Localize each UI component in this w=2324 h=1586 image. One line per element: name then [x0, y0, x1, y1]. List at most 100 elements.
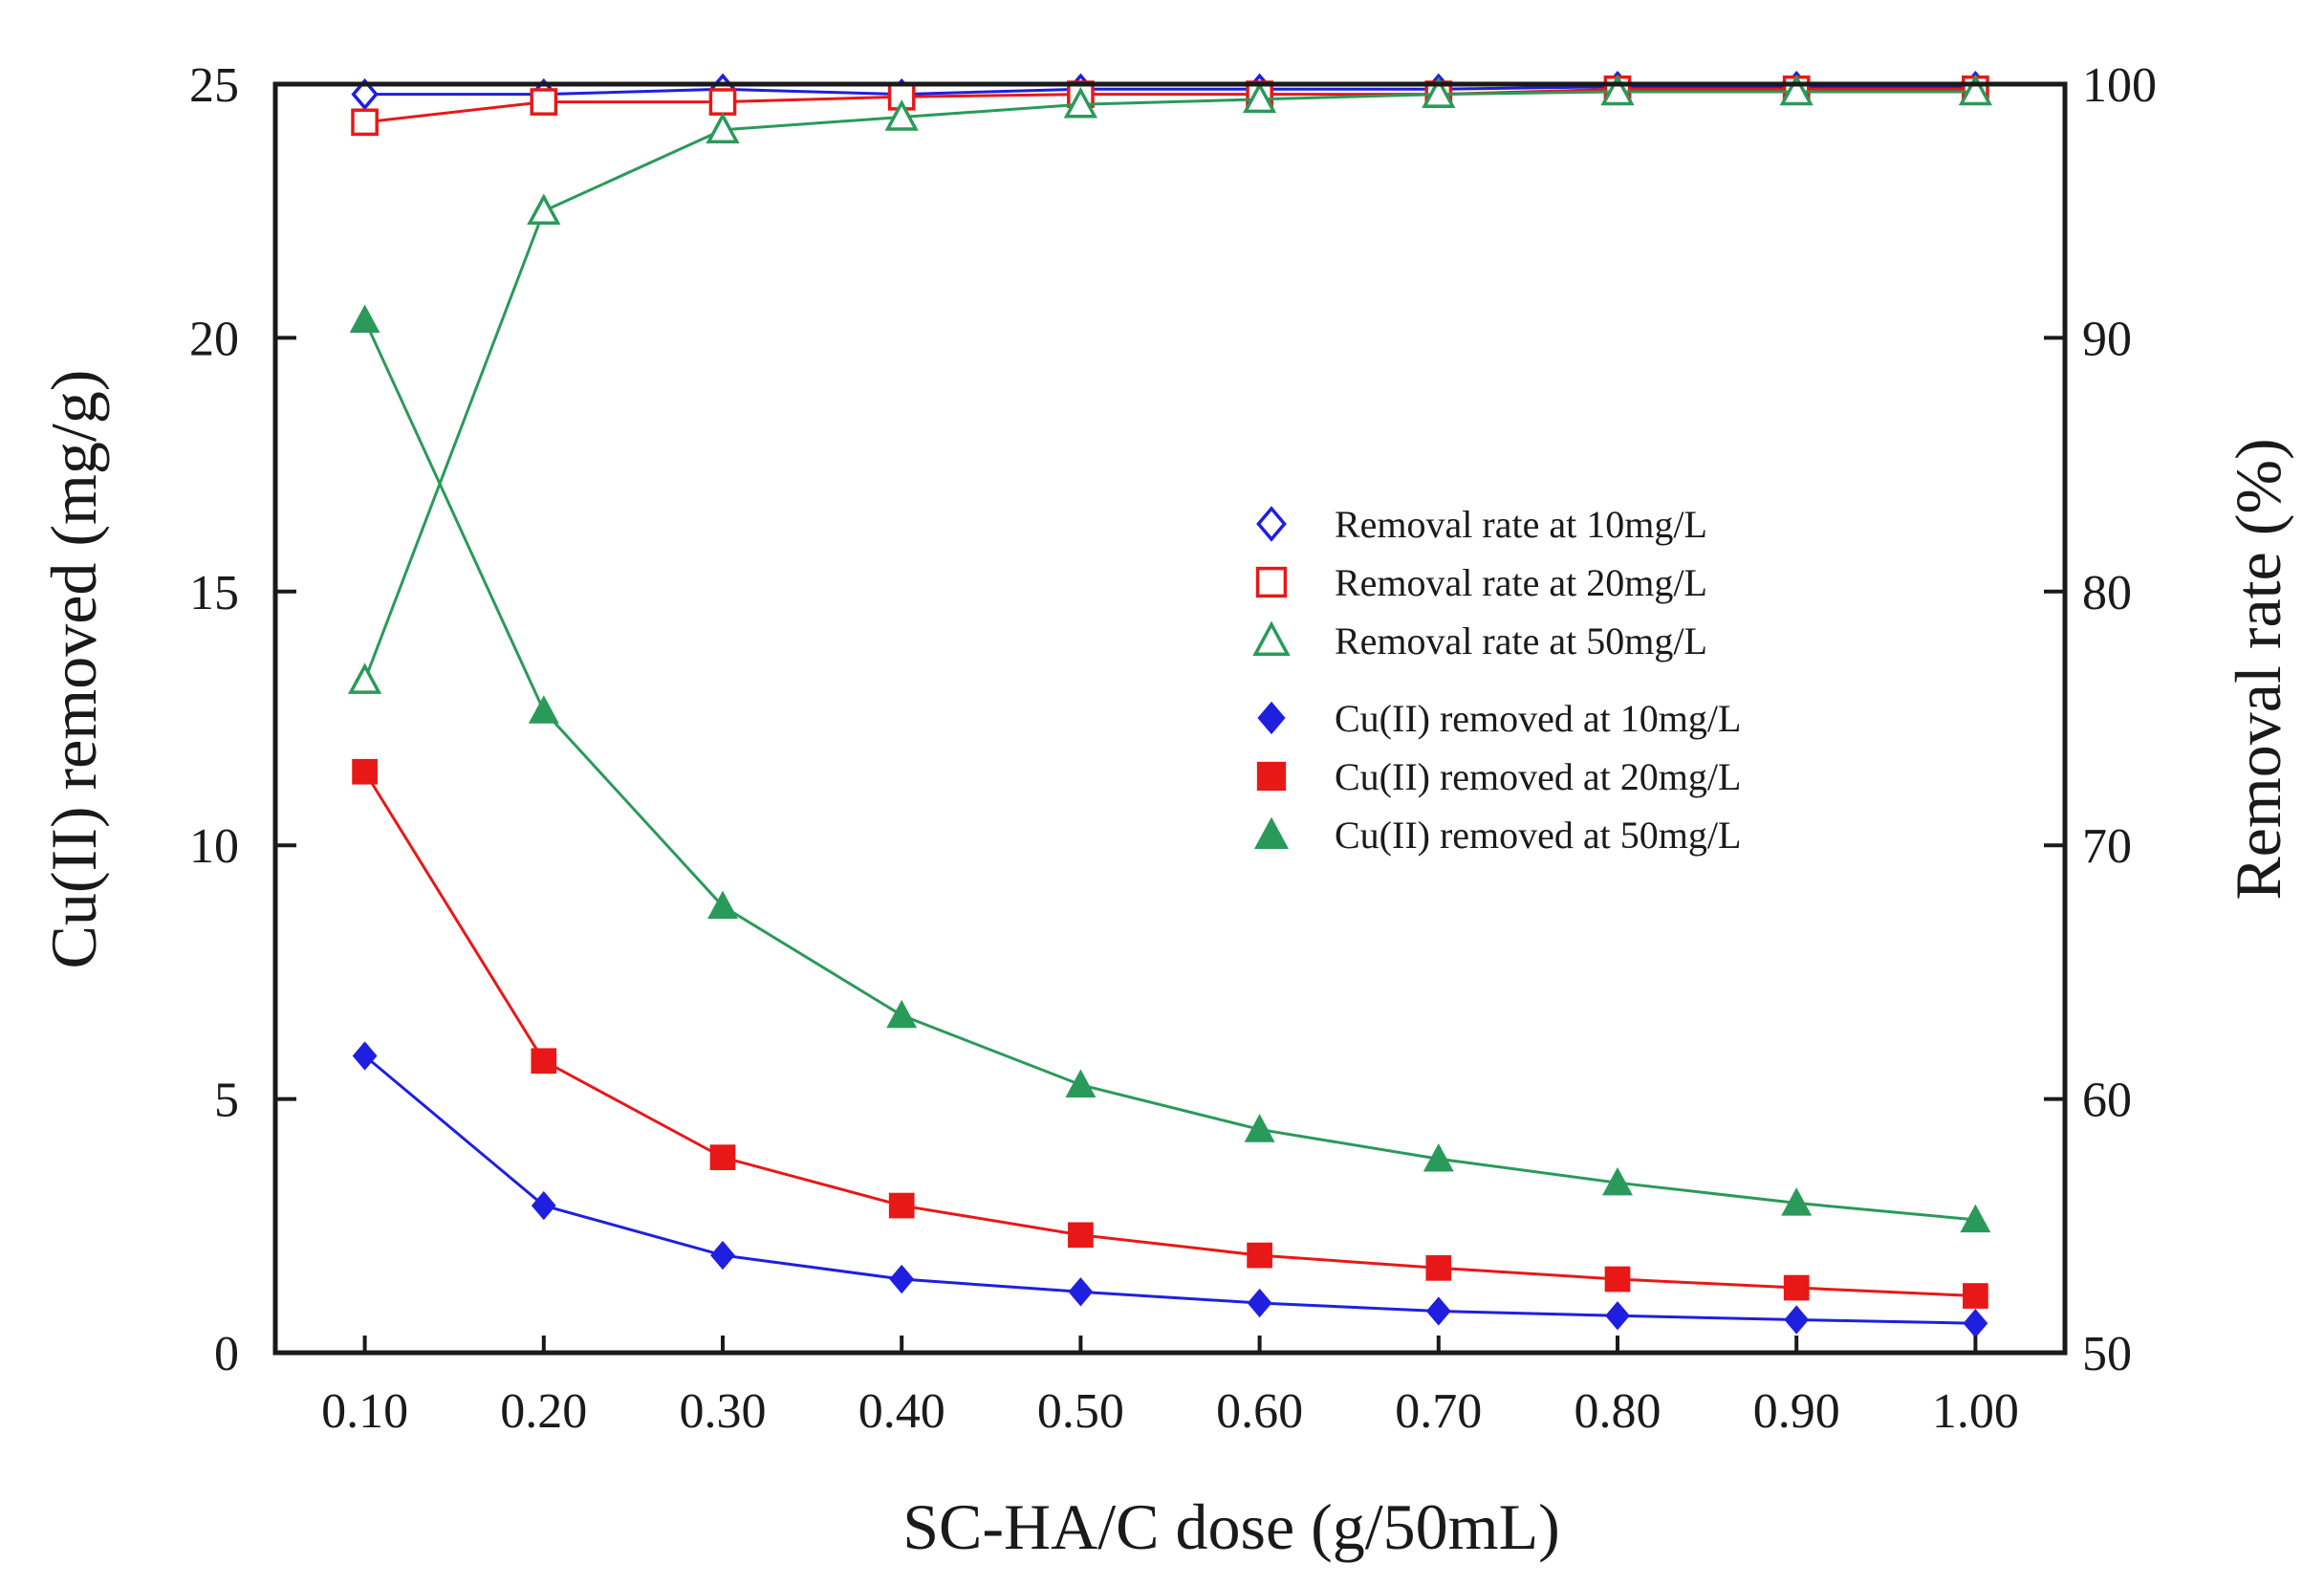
series-line	[363, 771, 1976, 1298]
data-point	[886, 999, 918, 1029]
legend-entry: Cu(II) removed at 50mg/L	[1253, 814, 1741, 857]
data-point	[1068, 1277, 1094, 1307]
data-point	[707, 890, 738, 920]
data-point	[710, 1240, 735, 1271]
data-point	[530, 88, 558, 116]
data-point	[1779, 74, 1814, 106]
legend-entry: Removal rate at 50mg/L	[1252, 619, 1707, 663]
data-point	[1244, 1114, 1275, 1142]
data-point	[1605, 1301, 1630, 1331]
legend-marker	[1252, 620, 1291, 657]
legend-entry: Removal rate at 10mg/L	[1256, 503, 1707, 546]
data-point	[1422, 76, 1456, 108]
series-line	[363, 1054, 1976, 1325]
legend-marker	[1253, 816, 1290, 850]
x-tick-label: 1.00	[1932, 1384, 2019, 1439]
legend-label: Cu(II) removed at 10mg/L	[1335, 697, 1741, 740]
data-point	[1068, 1222, 1094, 1249]
legend-label: Removal rate at 10mg/L	[1335, 503, 1707, 546]
legend-entry: Cu(II) removed at 10mg/L	[1257, 697, 1741, 740]
x-tick-label: 0.60	[1216, 1384, 1303, 1439]
data-point	[1784, 1305, 1810, 1335]
data-point	[706, 112, 740, 144]
data-point	[531, 1048, 557, 1075]
x-tick-label: 0.80	[1575, 1384, 1662, 1439]
data-point	[531, 1190, 556, 1221]
x-tick-label: 0.20	[500, 1384, 587, 1439]
legend-label: Removal rate at 20mg/L	[1335, 561, 1707, 604]
chart-axes-layer: 0.10 0.20 0.30 0.40 0.50 0.60 0.70 0.80 0.90 1.00…	[189, 58, 2157, 1439]
data-point	[1963, 1283, 1988, 1309]
data-point	[1063, 86, 1098, 119]
data-point	[351, 108, 379, 137]
series-5	[349, 304, 1991, 1233]
data-point	[527, 193, 561, 225]
series-line	[364, 87, 1976, 124]
data-point	[1783, 1274, 1810, 1301]
x-tick-label: 0.40	[858, 1384, 945, 1439]
series-4	[352, 758, 1988, 1309]
legend-entry: Removal rate at 20mg/L	[1255, 561, 1707, 604]
data-point	[884, 99, 919, 131]
series-line	[363, 319, 1976, 1222]
series-3	[352, 1041, 1988, 1338]
y-left-tick-label: 5	[214, 1074, 239, 1128]
y-right-tick-label: 50	[2082, 1327, 2132, 1381]
data-point	[349, 304, 380, 334]
plot-frame	[272, 81, 2068, 1356]
data-point	[528, 695, 559, 724]
data-point	[1425, 1296, 1451, 1326]
x-tick-label: 0.10	[321, 1384, 408, 1439]
data-point	[888, 1192, 915, 1219]
legend-label: Cu(II) removed at 50mg/L	[1335, 814, 1741, 857]
data-point	[1963, 1309, 1988, 1338]
legend-marker	[1256, 506, 1287, 542]
y-right-axis-title: Removal rate (%)	[2222, 438, 2294, 900]
legend-marker	[1256, 761, 1287, 792]
y-right-tick-label: 80	[2082, 566, 2132, 620]
data-point	[1425, 1255, 1452, 1281]
data-point	[708, 88, 737, 116]
data-point	[347, 663, 382, 694]
y-left-tick-label: 15	[189, 566, 239, 620]
data-point	[1781, 1187, 1813, 1216]
data-point	[352, 1041, 378, 1071]
y-left-axis-title: Cu(II) removed (mg/g)	[37, 370, 110, 969]
y-left-tick-label: 10	[189, 819, 239, 874]
y-right-tick-label: 100	[2082, 58, 2157, 113]
x-tick-label: 0.70	[1395, 1384, 1482, 1439]
chart-legend: Removal rate at 10mg/L Removal rate at 20…	[1252, 503, 1741, 857]
series-2	[347, 74, 1993, 694]
legend-marker	[1257, 701, 1286, 735]
data-point	[1423, 1142, 1454, 1172]
data-point	[352, 758, 378, 785]
y-left-tick-label: 20	[189, 312, 239, 366]
y-left-tick-label: 0	[214, 1327, 239, 1381]
series-line	[364, 85, 1976, 97]
data-point	[1604, 1266, 1631, 1293]
legend-marker	[1255, 566, 1288, 598]
x-tick-label: 0.90	[1753, 1384, 1840, 1439]
x-tick-label: 0.30	[680, 1384, 767, 1439]
y-right-tick-label: 60	[2082, 1074, 2132, 1128]
y-left-tick-label: 25	[189, 58, 239, 113]
y-right-tick-label: 70	[2082, 819, 2132, 874]
data-point	[1602, 1166, 1633, 1196]
data-point	[1242, 81, 1277, 114]
data-point	[709, 1144, 736, 1170]
y-right-tick-label: 90	[2082, 312, 2132, 366]
data-point	[889, 1264, 915, 1294]
legend-entry: Cu(II) removed at 20mg/L	[1256, 755, 1741, 798]
data-point	[1960, 1204, 1991, 1233]
data-point	[351, 77, 379, 111]
x-axis-title: SC-HA/C dose (g/50mL)	[902, 1490, 1560, 1563]
chart-series-layer	[347, 70, 1993, 1338]
data-point	[1065, 1069, 1097, 1097]
legend-label: Removal rate at 50mg/L	[1335, 619, 1707, 663]
series-line	[363, 90, 1976, 682]
data-point	[1247, 1242, 1272, 1269]
x-tick-label: 0.50	[1037, 1384, 1124, 1439]
data-point	[1247, 1288, 1272, 1318]
data-point	[1958, 74, 1993, 106]
